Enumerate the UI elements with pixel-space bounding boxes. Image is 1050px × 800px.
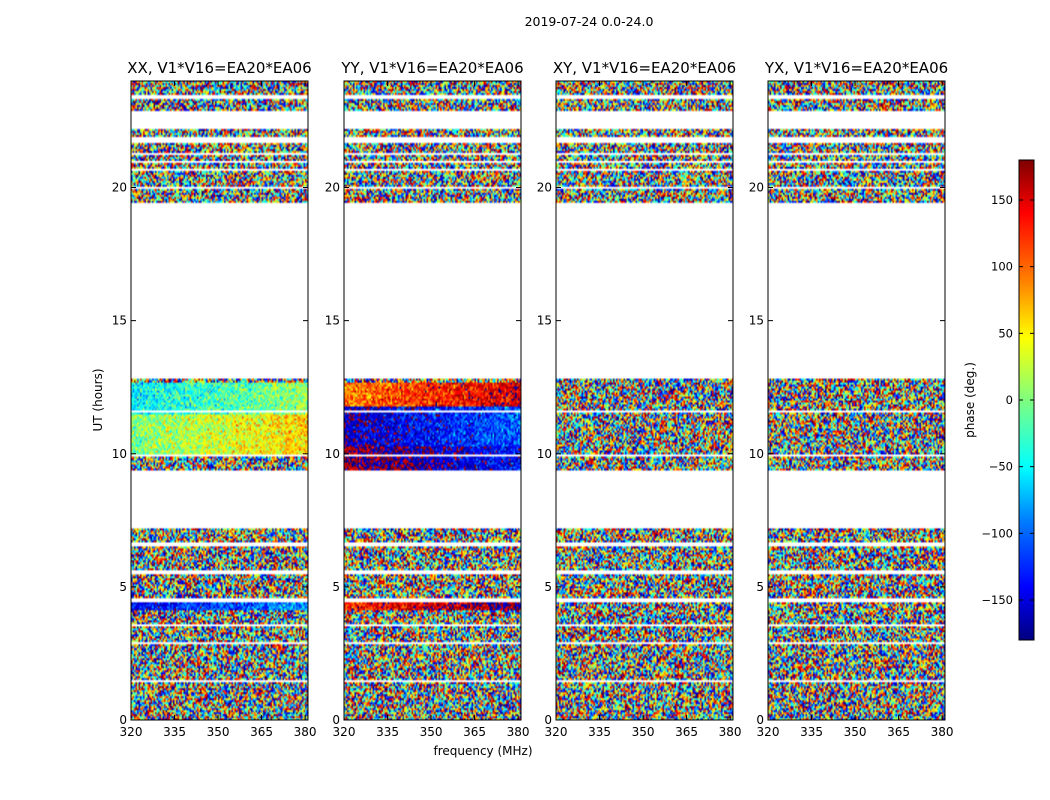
colorbar-tick-label: −50 bbox=[989, 460, 1013, 474]
x-tick-label: 350 bbox=[844, 725, 867, 739]
phase-heatmap bbox=[131, 81, 308, 720]
x-tick-label: 365 bbox=[675, 725, 698, 739]
x-tick-label: 335 bbox=[588, 725, 611, 739]
colorbar: −150 −100 −50 0 50 100 150 phase (deg.) bbox=[963, 159, 1035, 641]
panel-title: XY, V1*V16=EA20*EA06 bbox=[553, 59, 736, 77]
phase-heatmap bbox=[556, 81, 733, 720]
x-tick-label: 365 bbox=[887, 725, 910, 739]
y-tick-label: 15 bbox=[112, 314, 127, 328]
panel-title: YY, V1*V16=EA20*EA06 bbox=[340, 59, 523, 77]
phase-heatmap bbox=[344, 81, 521, 720]
colorbar-tick-label: 150 bbox=[991, 193, 1013, 207]
y-tick-label: 15 bbox=[325, 314, 340, 328]
plot-frame bbox=[767, 80, 946, 721]
colorbar-ticks: −150 −100 −50 0 50 100 150 bbox=[981, 193, 1034, 607]
x-tick-label: 320 bbox=[120, 725, 143, 739]
y-tick-label: 5 bbox=[756, 580, 764, 594]
heatmap-panel: YY, V1*V16=EA20*EA06 320 335 350 365 380 0 5 10 1… bbox=[325, 59, 530, 739]
y-tick-label: 20 bbox=[325, 181, 340, 195]
y-tick-label: 20 bbox=[749, 181, 764, 195]
y-tick-label: 10 bbox=[112, 447, 127, 461]
colorbar-tick-label: 0 bbox=[1006, 393, 1013, 407]
x-tick-label: 380 bbox=[931, 725, 954, 739]
x-tick-label: 335 bbox=[800, 725, 823, 739]
y-tick-label: 0 bbox=[756, 713, 764, 727]
heatmap-panel: YX, V1*V16=EA20*EA06 320 335 350 365 380 0 5 10 1… bbox=[749, 59, 954, 739]
plot-frame bbox=[555, 80, 734, 721]
x-tick-label: 320 bbox=[757, 725, 780, 739]
x-tick-label: 350 bbox=[632, 725, 655, 739]
colorbar-tick-label: 50 bbox=[998, 326, 1013, 340]
y-tick-label: 20 bbox=[537, 181, 552, 195]
y-tick-label: 0 bbox=[544, 713, 552, 727]
y-tick-label: 10 bbox=[325, 447, 340, 461]
x-tick-label: 350 bbox=[420, 725, 443, 739]
y-axis-label: UT (hours) bbox=[91, 368, 105, 431]
y-tick-label: 15 bbox=[537, 314, 552, 328]
plot-frame bbox=[343, 80, 522, 721]
y-tick-label: 0 bbox=[332, 713, 340, 727]
x-tick-label: 365 bbox=[463, 725, 486, 739]
x-tick-label: 380 bbox=[719, 725, 742, 739]
phase-heatmap bbox=[768, 81, 945, 720]
x-tick-label: 335 bbox=[376, 725, 399, 739]
x-tick-label: 380 bbox=[507, 725, 530, 739]
x-tick-label: 335 bbox=[163, 725, 186, 739]
heatmap-panel: XX, V1*V16=EA20*EA06 320 335 350 365 380 0 5 10 1… bbox=[112, 59, 317, 739]
plot-frame bbox=[130, 80, 309, 721]
colorbar-tick-label: −150 bbox=[981, 593, 1013, 607]
y-tick-label: 10 bbox=[749, 447, 764, 461]
x-tick-label: 380 bbox=[294, 725, 317, 739]
x-tick-label: 320 bbox=[333, 725, 356, 739]
y-tick-label: 0 bbox=[119, 713, 127, 727]
panel-title: YX, V1*V16=EA20*EA06 bbox=[764, 59, 948, 77]
y-tick-label: 5 bbox=[119, 580, 127, 594]
x-tick-label: 365 bbox=[250, 725, 273, 739]
x-tick-label: 320 bbox=[545, 725, 568, 739]
heatmap-panel: XY, V1*V16=EA20*EA06 320 335 350 365 380 0 5 10 1… bbox=[537, 59, 742, 739]
figure-suptitle: 2019-07-24 0.0-24.0 bbox=[525, 14, 654, 29]
y-tick-label: 10 bbox=[537, 447, 552, 461]
colorbar-tick-label: −100 bbox=[981, 526, 1013, 540]
y-tick-label: 15 bbox=[749, 314, 764, 328]
y-tick-label: 5 bbox=[332, 580, 340, 594]
x-tick-label: 350 bbox=[207, 725, 230, 739]
colorbar-tick-label: 100 bbox=[991, 260, 1013, 274]
x-axis-label: frequency (MHz) bbox=[433, 744, 532, 758]
panel-title: XX, V1*V16=EA20*EA06 bbox=[127, 59, 311, 77]
heatmap-panels: XX, V1*V16=EA20*EA06 320 335 350 365 380 0 5 10 1… bbox=[112, 59, 954, 739]
colorbar-label: phase (deg.) bbox=[963, 362, 977, 438]
y-tick-label: 5 bbox=[544, 580, 552, 594]
y-tick-label: 20 bbox=[112, 181, 127, 195]
